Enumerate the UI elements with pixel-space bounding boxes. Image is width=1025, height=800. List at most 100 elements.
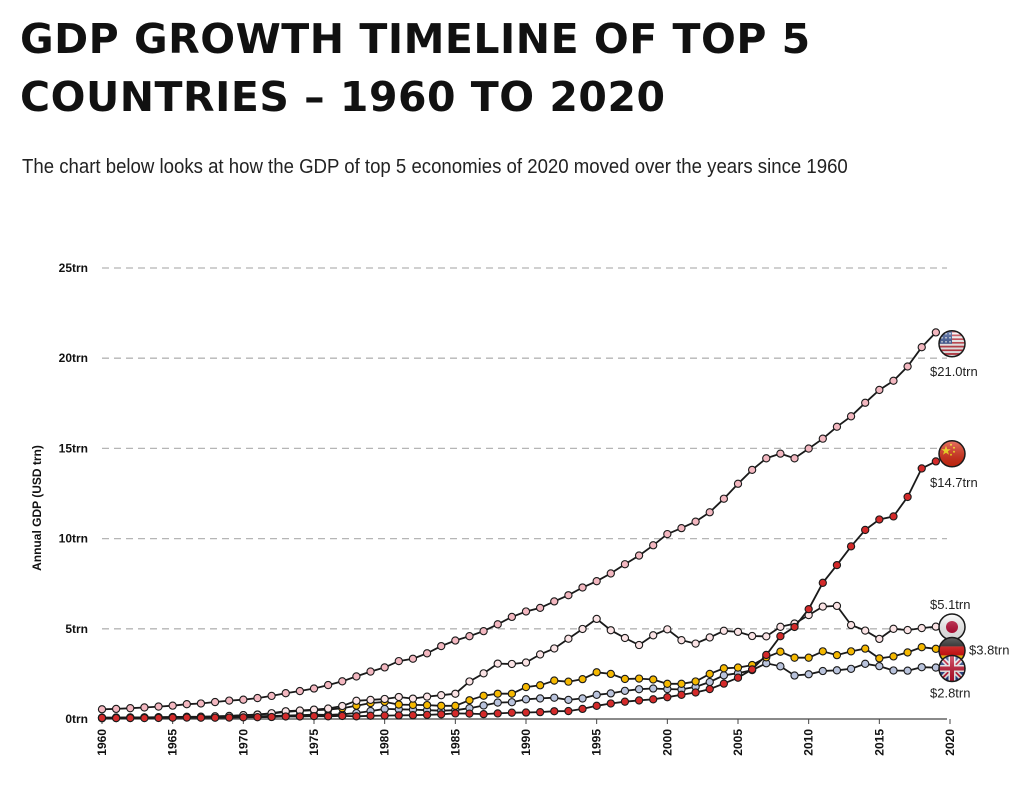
data-point-de: [437, 701, 446, 710]
data-point-cn: [846, 542, 856, 551]
data-point-de: [649, 675, 658, 684]
data-point-jp: [521, 658, 531, 667]
chart-title: GDP GROWTH TIMELINE OF TOP 5 COUNTRIES –…: [20, 15, 811, 121]
data-point-de: [535, 681, 545, 690]
data-point-de: [776, 647, 785, 656]
data-point-jp: [592, 614, 601, 624]
data-point-cn: [649, 695, 658, 704]
data-point-jp: [422, 692, 432, 701]
data-point-cn: [875, 515, 884, 524]
data-point-cn: [479, 709, 488, 719]
data-point-cn: [507, 708, 517, 717]
data-point-de: [832, 650, 842, 660]
japan-flag-icon: [938, 613, 966, 641]
data-point-de: [592, 668, 601, 677]
data-point-cn: [154, 713, 163, 723]
x-tick-label: 2020: [943, 729, 957, 756]
data-point-cn: [281, 712, 290, 721]
data-point-de: [394, 700, 403, 709]
data-point-cn: [196, 713, 206, 722]
data-point-us: [338, 677, 347, 686]
data-point-de: [422, 700, 432, 710]
data-point-jp: [493, 659, 502, 668]
data-point-jp: [818, 602, 827, 611]
data-point-cn: [705, 684, 714, 694]
data-point-us: [267, 691, 276, 701]
data-point-de: [875, 654, 884, 663]
data-point-jp: [903, 625, 912, 635]
data-point-cn: [733, 673, 743, 682]
data-point-jp: [747, 631, 757, 641]
data-point-jp: [394, 692, 403, 702]
data-point-us: [323, 680, 333, 690]
data-point-us: [196, 699, 206, 708]
data-point-us: [592, 577, 601, 586]
data-point-cn: [931, 457, 941, 466]
data-point-uk: [889, 666, 898, 675]
data-point-us: [111, 704, 121, 714]
data-point-us: [535, 603, 545, 613]
end-label-jp: $5.1trn: [930, 597, 970, 612]
end-label-cn: $14.7trn: [930, 475, 978, 490]
data-point-jp: [776, 622, 785, 631]
data-point-cn: [762, 650, 771, 660]
y-tick-label: 5trn: [65, 622, 88, 636]
x-tick-label: 2000: [660, 729, 674, 756]
data-point-cn: [451, 709, 460, 718]
data-point-uk: [634, 685, 644, 694]
data-point-jp: [733, 627, 743, 637]
data-point-us: [126, 704, 135, 713]
x-tick-label: 1970: [236, 729, 250, 756]
data-point-uk: [705, 677, 714, 687]
data-point-de: [861, 644, 870, 653]
data-point-cn: [210, 713, 220, 722]
data-point-cn: [140, 713, 149, 723]
data-point-de: [479, 691, 488, 700]
data-point-cn: [182, 713, 191, 722]
y-axis-ticks: 0trn 5trn 10trn 15trn 20trn 25trn: [59, 261, 88, 726]
data-point-us: [210, 697, 220, 707]
data-point-uk: [776, 662, 785, 671]
x-tick-label: 2005: [731, 729, 745, 756]
data-point-jp: [634, 640, 644, 650]
data-point-us: [451, 636, 460, 645]
data-point-jp: [465, 677, 474, 686]
data-point-cn: [832, 560, 842, 570]
end-label-us: $21.0trn: [930, 364, 978, 379]
data-point-jp: [620, 633, 630, 643]
data-point-jp: [479, 669, 488, 678]
data-point-cn: [394, 711, 403, 720]
data-point-jp: [507, 659, 517, 669]
data-point-uk: [479, 701, 488, 710]
data-point-uk: [592, 690, 601, 699]
china-flag-icon: [938, 440, 966, 468]
data-point-uk: [875, 661, 884, 671]
data-point-uk: [804, 670, 813, 679]
series-us: [97, 328, 941, 714]
x-tick-label: 1995: [590, 729, 604, 756]
data-point-cn: [691, 688, 700, 697]
data-point-us: [889, 376, 898, 385]
y-tick-label: 15trn: [59, 441, 88, 455]
data-point-us: [606, 569, 615, 578]
y-tick-label: 25trn: [59, 261, 88, 275]
data-point-jp: [606, 626, 615, 635]
data-point-us: [846, 412, 856, 421]
data-point-us: [875, 385, 884, 395]
data-point-jp: [437, 691, 446, 700]
data-point-uk: [493, 698, 502, 707]
data-point-us: [140, 703, 149, 712]
data-point-us: [861, 398, 870, 407]
data-point-us: [578, 583, 587, 592]
data-point-uk: [903, 666, 912, 675]
data-point-jp: [889, 624, 898, 633]
data-point-de: [677, 679, 686, 688]
country-flags: [938, 330, 966, 683]
x-tick-label: 1990: [519, 729, 533, 756]
data-point-us: [719, 494, 729, 503]
data-point-de: [634, 674, 644, 683]
data-point-cn: [267, 712, 276, 722]
data-point-uk: [917, 663, 926, 672]
series-lines: [97, 328, 941, 723]
x-axis-ticks: 1960 1965 1970 1975 1980 1985 1990 1995 2000 2005…: [95, 719, 957, 756]
